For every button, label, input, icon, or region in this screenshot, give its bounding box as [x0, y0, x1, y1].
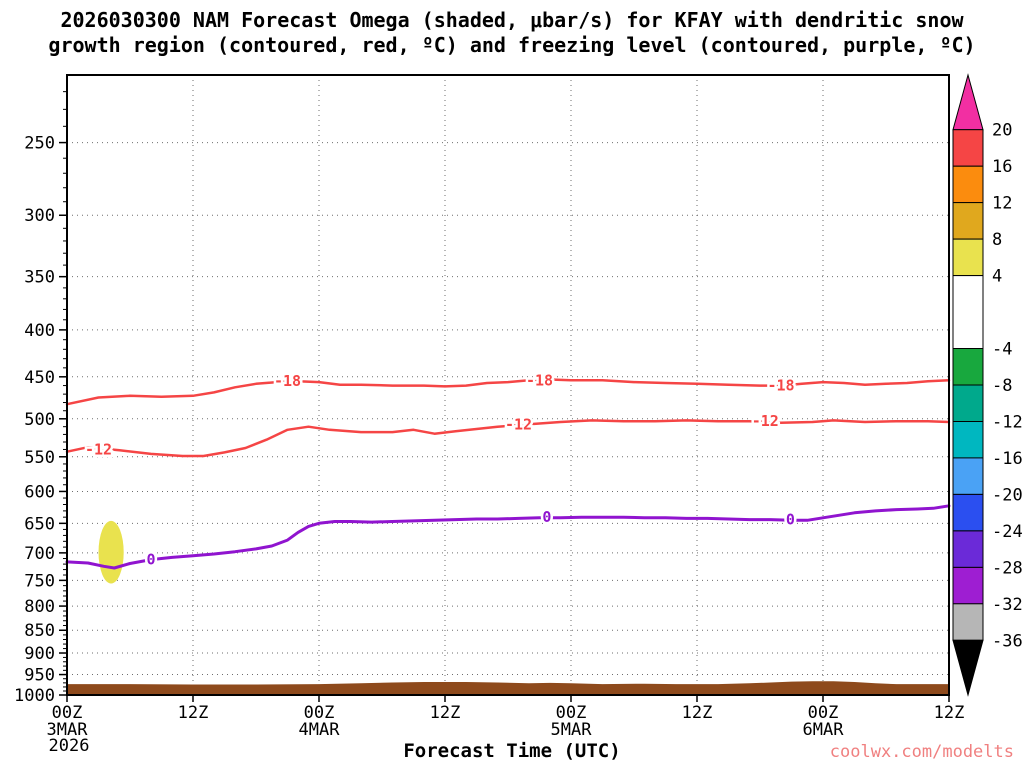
colorbar-label: -12	[992, 412, 1023, 432]
contour-freezing-level-0C	[65, 504, 951, 570]
contour-label-dendritic-growth-minus-12C: -12	[752, 412, 779, 430]
colorbar-band	[952, 421, 984, 459]
colorbar-band	[952, 129, 984, 167]
pressure-tick-label: 500	[24, 410, 55, 430]
pressure-tick-label: 900	[24, 644, 55, 664]
pressure-tick-label: 350	[24, 268, 55, 288]
colorbar-label: -36	[992, 631, 1023, 651]
time-tick-label: 00Z	[304, 703, 335, 723]
colorbar-arrow-top	[952, 73, 984, 131]
colorbar-label: 20	[992, 121, 1012, 141]
colorbar-label: -24	[992, 522, 1023, 542]
contour-label-freezing-level-0C: 0	[146, 551, 155, 569]
date-label: 4MAR	[299, 720, 341, 740]
colorbar-band	[952, 530, 984, 568]
plot-border	[66, 74, 950, 696]
pressure-tick-label: 300	[24, 206, 55, 226]
colorbar-label: -28	[992, 558, 1023, 578]
contour-label-dendritic-growth-minus-18C: -18	[526, 371, 553, 389]
pressure-tick-label: 700	[24, 544, 55, 564]
colorbar-band	[952, 566, 984, 605]
colorbar-band	[952, 202, 984, 240]
contour-label-freezing-level-0C: 0	[786, 511, 795, 529]
year-label: 2026	[49, 736, 90, 756]
contour-label-dendritic-growth-minus-18C: -18	[274, 372, 301, 390]
colorbar-label: 16	[992, 157, 1012, 177]
pressure-tick-label: 850	[24, 621, 55, 641]
pressure-tick-label: 650	[24, 514, 55, 534]
contour-label-freezing-level-0C: 0	[542, 508, 551, 526]
pressure-tick-label: 600	[24, 482, 55, 502]
time-tick-label: 12Z	[682, 703, 713, 723]
colorbar-band	[952, 457, 984, 495]
watermark: coolwx.com/modelts	[829, 742, 1014, 762]
colorbar-label: -20	[992, 485, 1023, 505]
colorbar-label: -4	[992, 340, 1012, 360]
pressure-tick-label: 550	[24, 448, 55, 468]
colorbar-arrow-bottom	[952, 639, 984, 697]
contour-dendritic-growth-minus-18C	[65, 378, 951, 406]
colorbar-label: 4	[992, 267, 1002, 287]
pressure-tick-label: 1000	[14, 686, 55, 706]
terrain-surface	[67, 681, 949, 695]
pressure-tick-label: 750	[24, 571, 55, 591]
colorbar-band	[952, 603, 984, 641]
colorbar-band	[952, 348, 984, 386]
colorbar-band	[952, 384, 984, 422]
colorbar-band	[952, 165, 984, 204]
omega-shaded-region	[98, 520, 124, 584]
time-tick-label: 00Z	[808, 703, 839, 723]
date-label: 6MAR	[803, 720, 845, 740]
time-tick-label: 00Z	[52, 703, 83, 723]
x-axis-title: Forecast Time (UTC)	[403, 740, 621, 762]
chart-title-line2: growth region (contoured, red, ºC) and f…	[48, 33, 976, 57]
contour-label-dendritic-growth-minus-12C: -12	[85, 440, 112, 458]
colorbar-label: 8	[992, 230, 1002, 250]
colorbar-label: -32	[992, 595, 1023, 615]
colorbar-label: 12	[992, 194, 1012, 214]
chart-title-line1: 2026030300 NAM Forecast Omega (shaded, μ…	[60, 8, 964, 32]
time-tick-label: 12Z	[934, 703, 965, 723]
contour-label-dendritic-growth-minus-12C: -12	[505, 415, 532, 433]
contour-dendritic-growth-minus-12C	[65, 419, 951, 458]
date-label: 5MAR	[551, 720, 593, 740]
time-tick-label: 12Z	[430, 703, 461, 723]
pressure-tick-label: 250	[24, 134, 55, 154]
pressure-tick-label: 400	[24, 321, 55, 341]
pressure-tick-label: 800	[24, 597, 55, 617]
colorbar-label: -16	[992, 449, 1023, 469]
colorbar-band	[952, 493, 984, 532]
colorbar-band	[952, 238, 984, 277]
pressure-tick-label: 950	[24, 666, 55, 686]
date-label: 3MAR	[47, 720, 89, 740]
colorbar-label: -8	[992, 376, 1012, 396]
time-tick-label: 12Z	[178, 703, 209, 723]
contour-label-dendritic-growth-minus-18C: -18	[767, 377, 794, 395]
time-tick-label: 00Z	[556, 703, 587, 723]
pressure-tick-label: 450	[24, 368, 55, 388]
colorbar-band	[952, 275, 984, 350]
